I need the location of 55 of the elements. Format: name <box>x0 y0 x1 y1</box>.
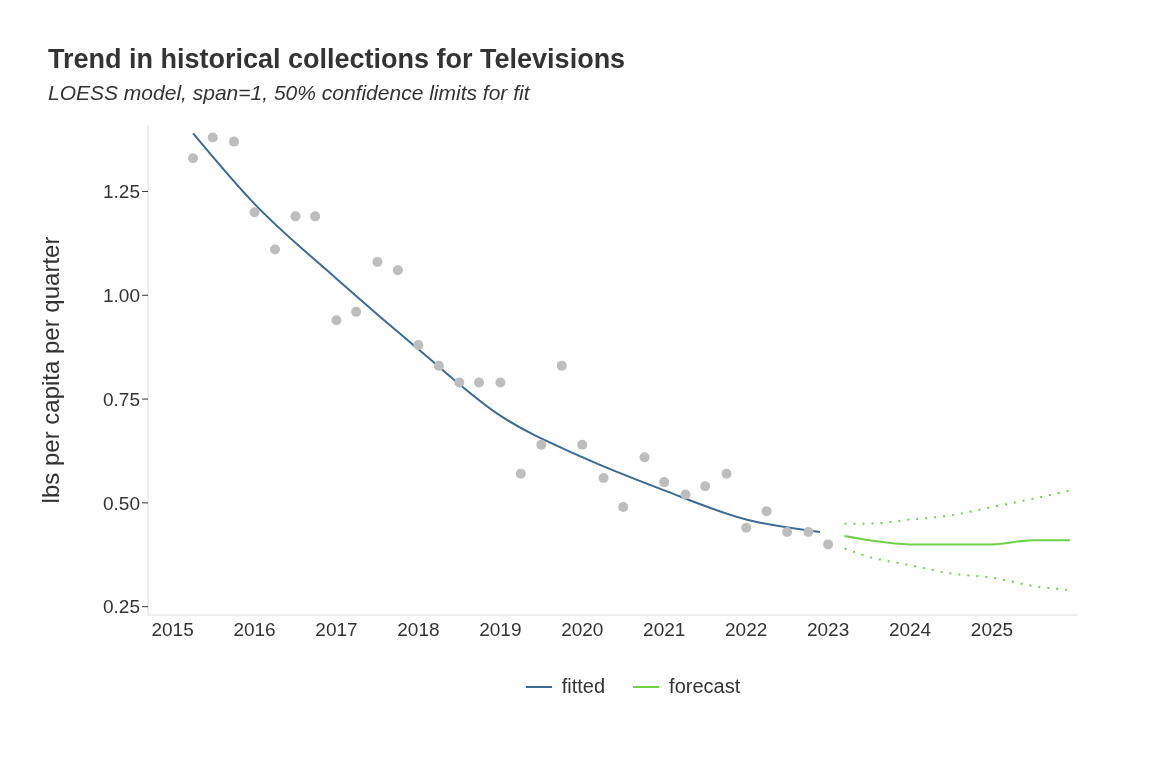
point <box>515 468 526 479</box>
point <box>556 360 567 371</box>
y-tick-label: 1.25 <box>103 181 140 203</box>
point <box>331 315 342 326</box>
x-tick-label: 2020 <box>561 619 604 641</box>
point <box>803 526 814 537</box>
y-axis-title: lbs per capita per quarter <box>36 236 64 504</box>
point <box>474 377 485 388</box>
point <box>372 257 383 268</box>
point <box>598 472 609 483</box>
y-tick-label: 0.75 <box>103 388 140 410</box>
point <box>577 439 588 450</box>
x-tick-label: 2024 <box>888 619 932 641</box>
chart-subtitle: LOESS model, span=1, 50% confidence limits for fit <box>48 81 532 105</box>
point <box>700 481 711 492</box>
line-series <box>843 489 1071 525</box>
point <box>741 522 752 533</box>
point <box>207 132 218 143</box>
point <box>413 340 424 351</box>
point <box>270 244 280 255</box>
legend-label: forecast <box>668 675 741 698</box>
point <box>249 207 260 218</box>
x-tick-label: 2018 <box>397 619 440 641</box>
x-tick-label: 2016 <box>233 619 276 641</box>
x-tick-label: 2022 <box>725 619 768 641</box>
point <box>618 502 629 513</box>
x-tick-label: 2019 <box>479 619 522 641</box>
point <box>454 377 465 388</box>
point <box>290 211 301 222</box>
point <box>761 506 772 517</box>
point <box>433 360 444 371</box>
point <box>782 526 793 537</box>
x-tick-label: 2021 <box>643 619 686 641</box>
point <box>495 377 506 388</box>
y-tick-label: 1.00 <box>103 285 140 306</box>
x-tick-label: 2017 <box>315 619 358 641</box>
point <box>536 439 547 450</box>
y-tick-label: 0.50 <box>103 492 140 514</box>
point <box>392 265 403 276</box>
point <box>659 477 670 488</box>
point <box>229 136 240 147</box>
point <box>680 489 691 500</box>
point <box>823 539 834 550</box>
point <box>188 153 199 164</box>
chart-title: Trend in historical collections for Televisions <box>48 44 627 75</box>
legend-label: fitted <box>560 675 606 698</box>
point <box>351 306 362 317</box>
line-series <box>192 132 821 533</box>
y-tick-label: 0.25 <box>103 596 140 618</box>
x-tick-label: 2025 <box>970 619 1014 641</box>
x-tick-label: 2023 <box>806 619 850 641</box>
point <box>721 468 732 479</box>
point <box>639 452 650 463</box>
x-tick-label: 2015 <box>151 619 194 641</box>
point <box>310 211 321 222</box>
